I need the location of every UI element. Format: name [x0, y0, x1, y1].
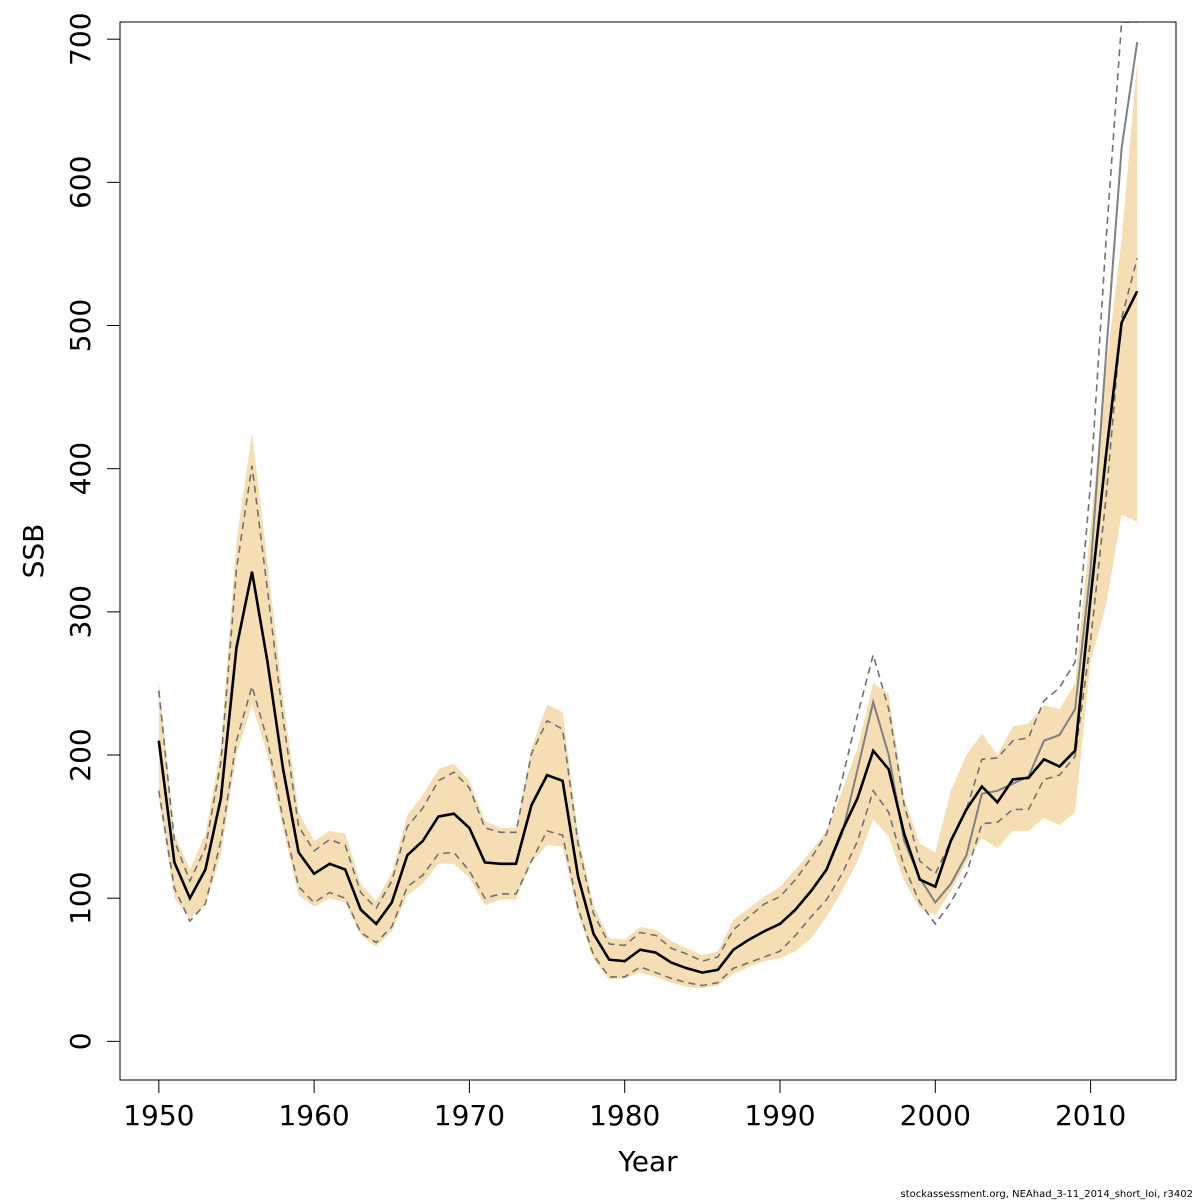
x-tick-label: 1980: [589, 1099, 660, 1132]
plot-frame: [119, 21, 1177, 1081]
x-tick-label: 2000: [900, 1099, 971, 1132]
y-tick-label: 700: [64, 12, 97, 65]
y-tick-label: 0: [64, 1032, 97, 1050]
y-tick-label: 400: [64, 442, 97, 495]
confidence-band-layer: [158, 60, 1138, 989]
footer-credit: stockassessment.org, NEAhad_3-11_2014_sh…: [901, 1189, 1193, 1200]
x-tick-label: 2010: [1055, 1099, 1126, 1132]
y-tick-label: 200: [64, 728, 97, 781]
confidence-band: [158, 60, 1138, 989]
y-tick-label: 500: [64, 299, 97, 352]
x-tick-label: 1990: [744, 1099, 815, 1132]
ssb-estimate-line: [157, 290, 1139, 974]
y-tick-label: 300: [64, 585, 97, 638]
y-axis: 0 100 200 300 400 500 600 700: [64, 12, 121, 1050]
series-lines-layer: [157, 22, 1139, 987]
y-tick-label: 600: [64, 156, 97, 209]
y-axis-label: SSB: [17, 524, 50, 579]
x-tick-label: 1960: [278, 1099, 349, 1132]
previous-upper-ci-line: [158, 22, 1138, 963]
previous-lower-ci-line: [158, 257, 1138, 987]
x-tick-label: 1970: [434, 1099, 505, 1132]
x-tick-label: 1950: [123, 1099, 194, 1132]
y-tick-label: 100: [64, 871, 97, 924]
x-axis: 1950 1960 1970 1980 1990 2000 2010: [123, 1079, 1126, 1132]
x-axis-label: Year: [617, 1145, 678, 1178]
